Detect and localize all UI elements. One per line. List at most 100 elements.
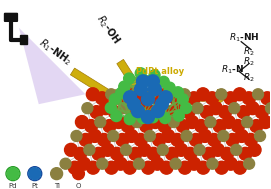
Circle shape [208, 133, 221, 146]
Circle shape [151, 92, 163, 105]
Circle shape [234, 161, 246, 174]
Circle shape [186, 116, 199, 129]
Circle shape [138, 143, 151, 156]
Text: Pd: Pd [9, 183, 17, 189]
Circle shape [86, 88, 99, 101]
Circle shape [105, 102, 116, 113]
Circle shape [82, 103, 93, 114]
Circle shape [270, 88, 271, 101]
Circle shape [109, 94, 120, 105]
Circle shape [145, 106, 158, 119]
Circle shape [149, 116, 162, 129]
Circle shape [188, 157, 201, 170]
Circle shape [182, 106, 195, 119]
Circle shape [189, 133, 202, 146]
Circle shape [124, 114, 135, 125]
Circle shape [213, 120, 226, 132]
Circle shape [235, 129, 248, 142]
Circle shape [141, 111, 154, 124]
Text: Pt: Pt [31, 183, 38, 189]
Circle shape [166, 147, 178, 160]
Circle shape [68, 161, 81, 174]
Circle shape [105, 161, 118, 174]
Circle shape [71, 130, 82, 141]
Circle shape [157, 144, 168, 155]
Text: $R_1$-NH: $R_1$-NH [229, 31, 260, 44]
Circle shape [103, 120, 116, 132]
Circle shape [179, 89, 190, 100]
Circle shape [173, 110, 184, 121]
Circle shape [176, 120, 189, 132]
Circle shape [141, 93, 154, 106]
Circle shape [149, 70, 160, 81]
Circle shape [211, 143, 224, 156]
Circle shape [116, 133, 129, 146]
Circle shape [221, 147, 234, 160]
Circle shape [29, 168, 41, 180]
Circle shape [128, 98, 140, 111]
Circle shape [101, 143, 114, 156]
Circle shape [151, 157, 164, 170]
Circle shape [137, 75, 149, 88]
Circle shape [153, 133, 166, 146]
Circle shape [229, 103, 240, 114]
Circle shape [181, 130, 192, 141]
Circle shape [147, 112, 158, 123]
Circle shape [231, 144, 242, 155]
Circle shape [243, 92, 255, 105]
Circle shape [261, 92, 271, 105]
Circle shape [131, 117, 143, 128]
Circle shape [173, 102, 186, 115]
Circle shape [147, 147, 160, 160]
Circle shape [231, 120, 244, 132]
Circle shape [96, 92, 108, 105]
Circle shape [159, 91, 172, 104]
Text: $R_1$-NH$_2$: $R_1$-NH$_2$ [36, 35, 75, 68]
Text: $R_2$: $R_2$ [243, 55, 255, 68]
Circle shape [178, 94, 188, 105]
Circle shape [246, 102, 259, 115]
Circle shape [224, 92, 237, 105]
Circle shape [169, 92, 182, 105]
Circle shape [132, 92, 145, 105]
Circle shape [160, 88, 173, 101]
Circle shape [111, 147, 123, 160]
Circle shape [114, 157, 127, 170]
Circle shape [111, 111, 122, 122]
Circle shape [137, 112, 148, 123]
FancyArrow shape [198, 89, 227, 105]
Circle shape [170, 158, 181, 169]
Circle shape [206, 92, 219, 105]
Circle shape [237, 106, 250, 119]
Circle shape [79, 133, 92, 146]
Circle shape [209, 102, 222, 115]
Circle shape [129, 147, 142, 160]
Circle shape [175, 143, 188, 156]
Circle shape [90, 106, 103, 119]
Circle shape [106, 89, 117, 100]
Circle shape [151, 105, 164, 118]
Circle shape [197, 161, 210, 174]
Text: O: O [76, 183, 81, 189]
Circle shape [60, 158, 71, 169]
Circle shape [98, 133, 111, 146]
Text: $R_1$-N: $R_1$-N [221, 63, 244, 76]
Circle shape [162, 129, 175, 142]
Circle shape [64, 143, 78, 156]
Text: Ti: Ti [54, 183, 60, 189]
Circle shape [124, 73, 135, 84]
Circle shape [75, 116, 88, 129]
Circle shape [226, 133, 239, 146]
Circle shape [7, 168, 19, 180]
Circle shape [202, 147, 215, 160]
Circle shape [196, 88, 209, 101]
Circle shape [121, 144, 131, 155]
Polygon shape [19, 28, 85, 104]
Circle shape [216, 89, 227, 100]
Circle shape [88, 129, 101, 142]
Circle shape [124, 91, 137, 104]
Circle shape [184, 147, 197, 160]
Text: $R_2$-OH: $R_2$-OH [93, 12, 123, 47]
Circle shape [131, 105, 144, 118]
Circle shape [78, 157, 90, 170]
